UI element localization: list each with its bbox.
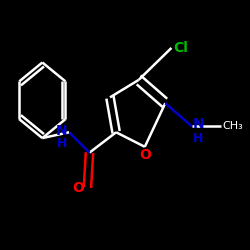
Text: O: O	[72, 180, 84, 194]
Text: N: N	[193, 116, 204, 130]
Text: N: N	[55, 124, 67, 138]
Text: O: O	[139, 148, 151, 162]
Text: H: H	[193, 132, 203, 144]
Text: H: H	[56, 138, 67, 150]
Text: CH₃: CH₃	[223, 122, 244, 132]
Text: Cl: Cl	[174, 41, 188, 55]
